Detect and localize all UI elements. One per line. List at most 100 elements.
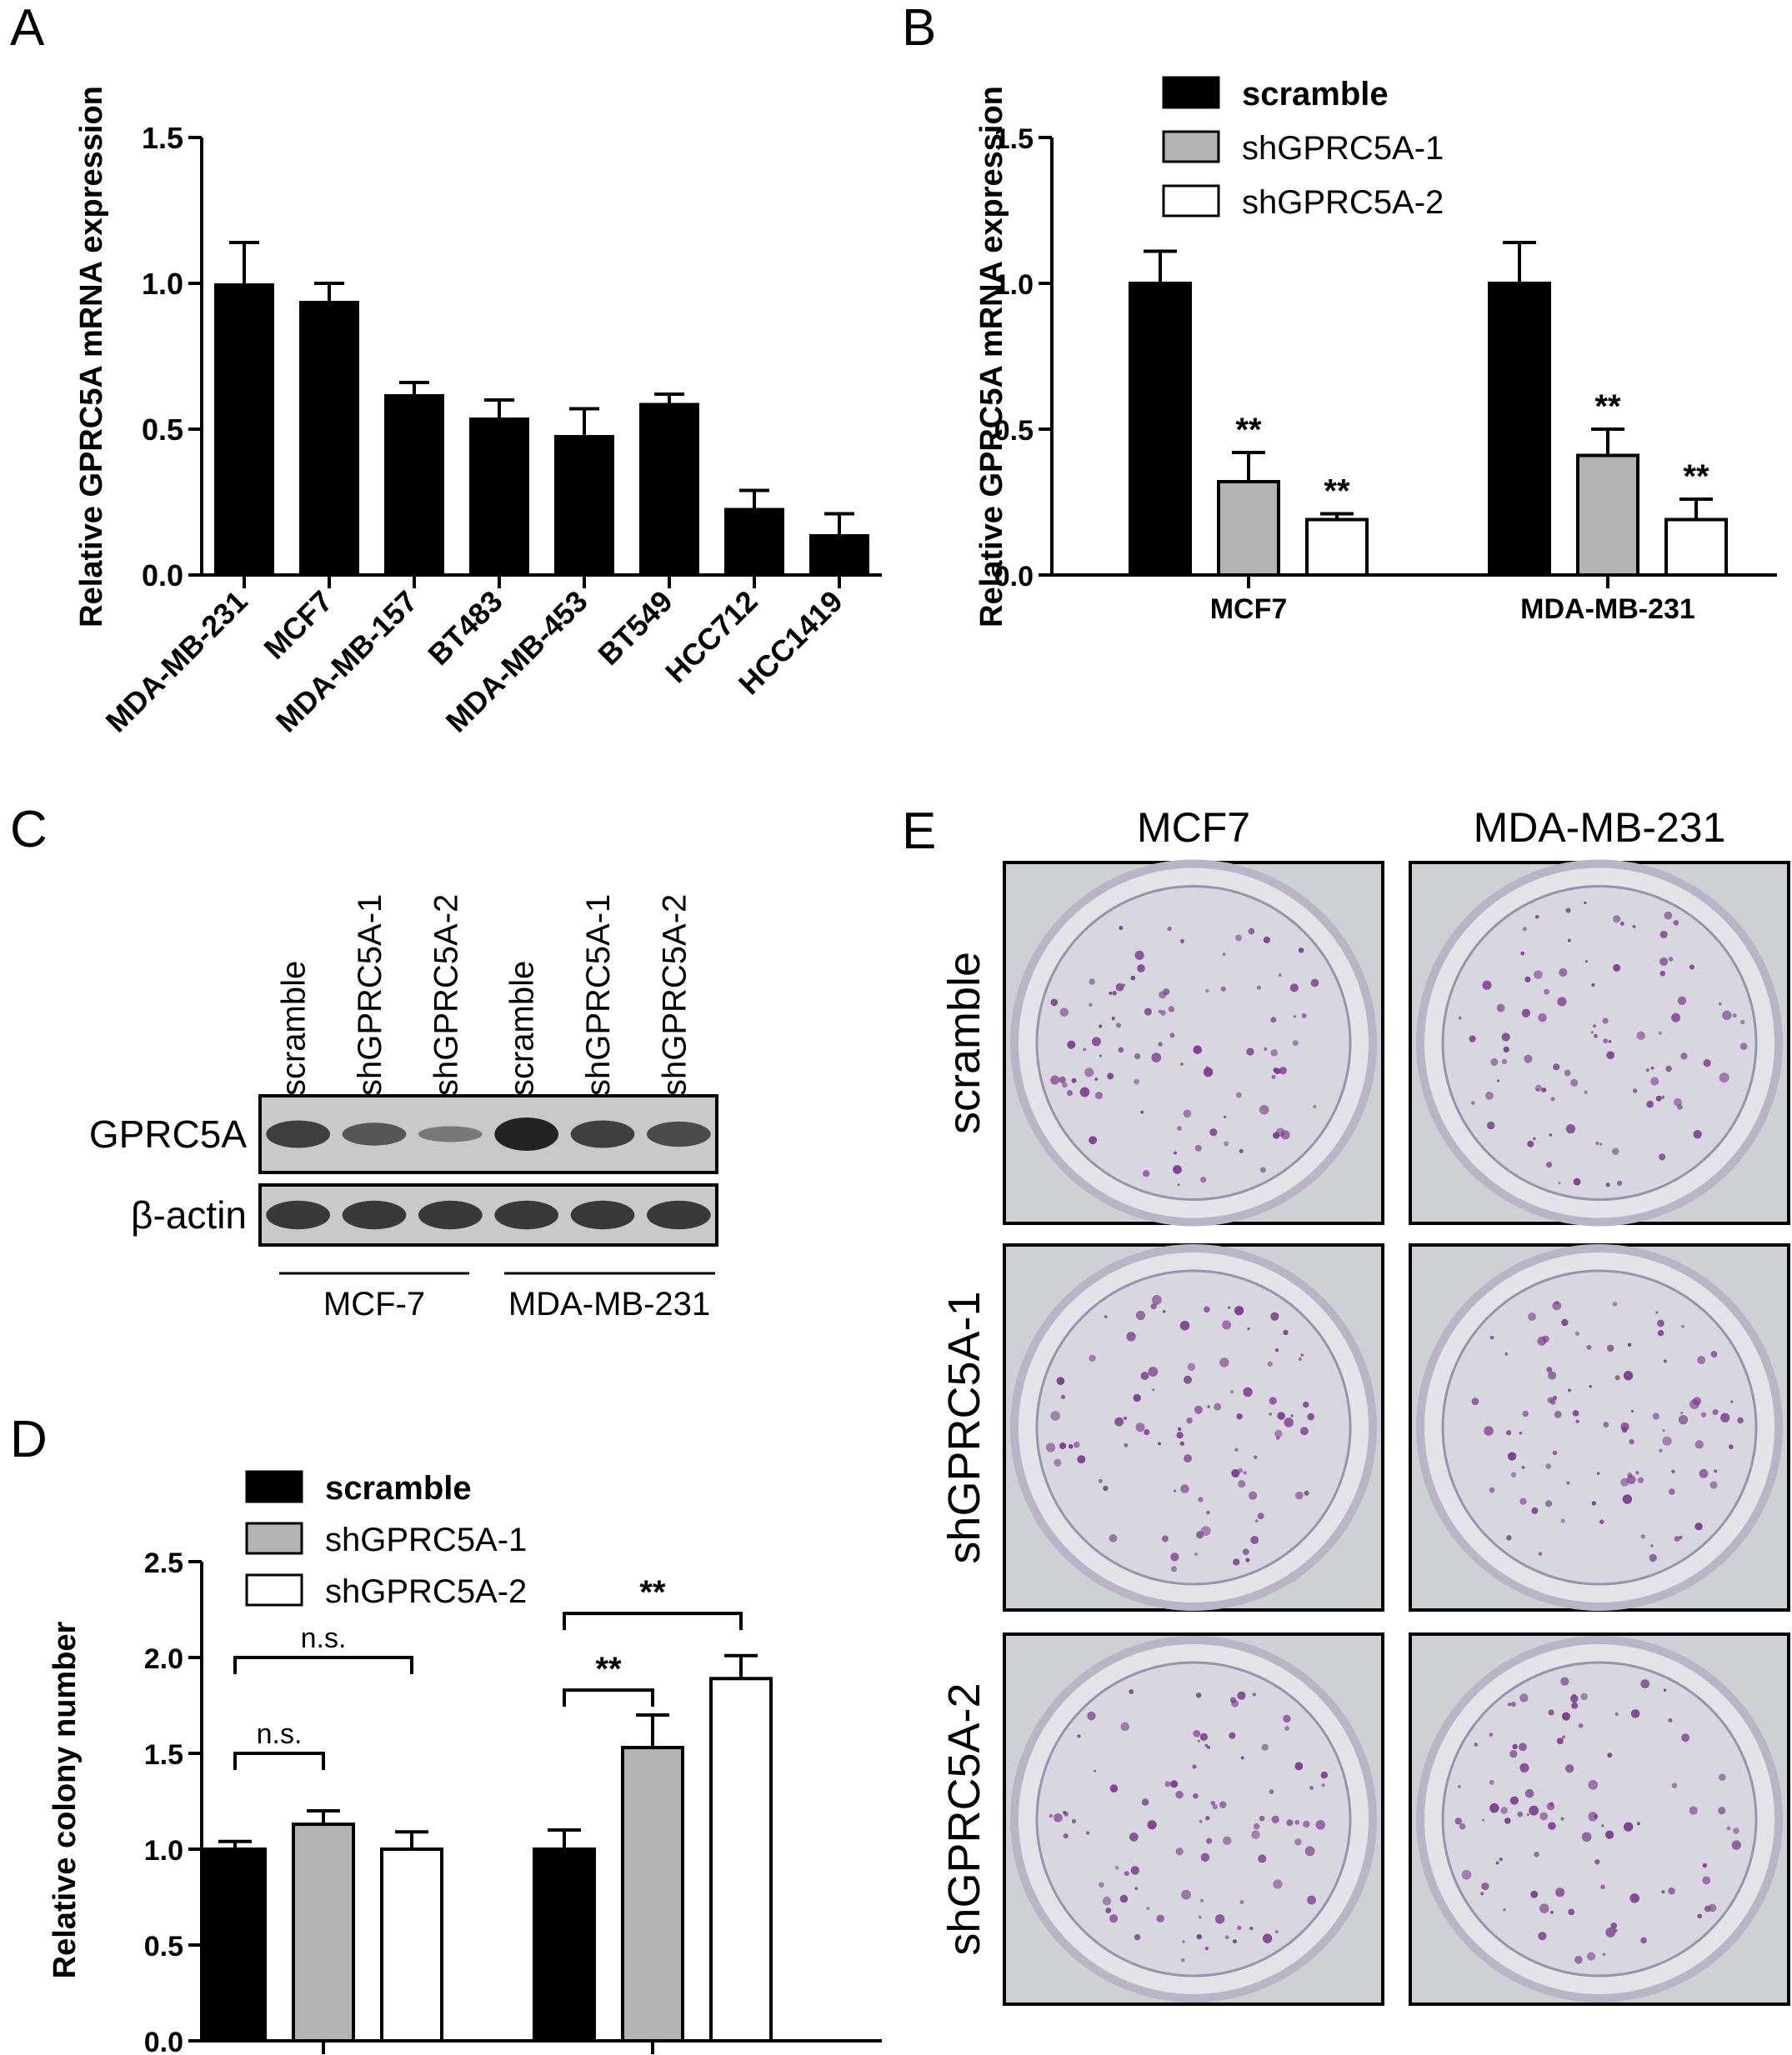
- colony-dot: [1054, 1812, 1063, 1822]
- colony-dot: [1243, 1471, 1247, 1475]
- legend-swatch: [245, 1573, 303, 1607]
- colony-dot: [1198, 1915, 1202, 1919]
- y-tick-label: 0.5: [142, 412, 183, 447]
- colony-dot: [1259, 1104, 1269, 1115]
- well-inner: [1441, 1269, 1758, 1586]
- colony-dot: [1085, 1831, 1090, 1835]
- colony-dot: [1518, 1742, 1527, 1752]
- colony-dot: [1552, 1301, 1562, 1311]
- colony-dot: [1183, 1375, 1192, 1384]
- colony-dot: [1694, 1440, 1704, 1449]
- colony-dot: [1586, 1344, 1592, 1350]
- colony-dot: [1248, 928, 1255, 935]
- colony-dot: [1198, 1497, 1204, 1502]
- colony-dot: [1659, 930, 1668, 939]
- colony-dot: [1059, 1008, 1069, 1017]
- colony-dot: [1527, 1312, 1536, 1322]
- colony-dot: [1555, 1888, 1565, 1898]
- colony-dot: [1702, 1862, 1708, 1868]
- colony-dot: [1271, 1815, 1279, 1824]
- blot-band: [646, 1200, 711, 1230]
- colony-dot: [1174, 1489, 1177, 1492]
- colony-dot: [1238, 1480, 1246, 1488]
- colony-dot: [1681, 1733, 1690, 1742]
- colony-dot: [1124, 1442, 1129, 1448]
- colony-dot: [1144, 1008, 1152, 1016]
- colony-dot: [1731, 1840, 1741, 1850]
- colony-dot: [1482, 980, 1492, 990]
- x-tick-label: MCF7: [1210, 593, 1288, 625]
- colony-dot: [1636, 1822, 1640, 1826]
- colony-dot: [1193, 1729, 1201, 1738]
- colony-dot: [1209, 1128, 1218, 1137]
- colony-dot: [1471, 1398, 1479, 1406]
- x-tick-label: MDA-MB-231: [1520, 593, 1695, 625]
- colony-dot: [1242, 1548, 1249, 1556]
- colony-dot: [1719, 1072, 1729, 1083]
- colony-dot: [1269, 1412, 1273, 1416]
- colony-dot: [1674, 1536, 1680, 1542]
- lane-label: shGPRC5A-1: [580, 894, 617, 1096]
- colony-dot: [1270, 1312, 1279, 1321]
- colony-dot: [1292, 1040, 1299, 1047]
- colony-dot: [1176, 1432, 1184, 1439]
- colony-dot: [1489, 1335, 1494, 1340]
- colony-dot: [1267, 1361, 1273, 1367]
- colony-dot: [1458, 1016, 1462, 1020]
- colony-dot: [1504, 1352, 1509, 1356]
- colony-dot: [1636, 1031, 1645, 1041]
- colony-dot: [1200, 1898, 1204, 1902]
- colony-dot: [1126, 1332, 1136, 1342]
- colony-dot: [1500, 1807, 1509, 1814]
- significance-label: **: [1235, 412, 1262, 448]
- colony-dot: [1186, 1418, 1193, 1424]
- colony-dot: [1737, 1417, 1744, 1424]
- colony-dot: [1710, 1351, 1718, 1358]
- colony-dot: [1614, 1375, 1620, 1381]
- significance-bracket: [233, 1656, 413, 1674]
- colony-dot: [1505, 1430, 1512, 1436]
- western-blot-c: scramble shGPRC5A-1 shGPRC5A-2 scramble shGP…: [89, 894, 718, 1322]
- colony-dot: [1114, 1866, 1119, 1870]
- colony-dot: [1111, 1017, 1115, 1021]
- colony-dot: [1200, 1526, 1211, 1536]
- colony-dot: [1310, 978, 1319, 988]
- colony-dot: [1650, 1066, 1654, 1070]
- colony-dot: [1689, 964, 1695, 970]
- colony-dot: [1214, 1402, 1222, 1411]
- colony-dot: [1589, 1384, 1592, 1388]
- colony-dot: [1519, 1693, 1529, 1702]
- well-inner: [1035, 885, 1352, 1201]
- y-axis-label: Relative colony number: [48, 1621, 83, 1978]
- colony-dot: [1663, 1688, 1667, 1692]
- legend-label: shGPRC5A-1: [325, 1522, 527, 1558]
- bar: [809, 534, 869, 575]
- blot-band: [266, 1200, 331, 1230]
- colony-dot: [1692, 1397, 1702, 1406]
- colony-dot: [1606, 1344, 1614, 1352]
- row-label: GPRC5A: [89, 1112, 247, 1156]
- colony-dot: [1109, 1533, 1118, 1542]
- colony-dot: [1474, 1742, 1479, 1747]
- colony-dot: [1509, 1749, 1518, 1758]
- colony-dot: [1098, 1478, 1103, 1483]
- colony-dot: [1253, 1822, 1260, 1830]
- colony-dot: [1197, 1739, 1200, 1742]
- colony-dot: [1596, 1472, 1600, 1475]
- colony-dot: [1613, 963, 1621, 972]
- blot-band: [494, 1118, 559, 1151]
- colony-dot: [1114, 1417, 1124, 1427]
- colony-dot: [1459, 1822, 1466, 1830]
- colony-dot: [1657, 1329, 1664, 1337]
- y-tick-label: 1.0: [142, 267, 183, 301]
- colony-dot: [1542, 1335, 1549, 1343]
- colony-dot: [1259, 1167, 1266, 1173]
- row-label: shGPRC5A-1: [939, 1291, 989, 1563]
- colony-dot: [1262, 1933, 1273, 1943]
- colony-dot: [1234, 1448, 1239, 1452]
- colony-dot: [1049, 1813, 1054, 1818]
- colony-dot: [1279, 1067, 1287, 1075]
- colony-dot: [1730, 1400, 1734, 1403]
- colony-dot: [1544, 988, 1550, 995]
- colony-dot: [1224, 1141, 1229, 1147]
